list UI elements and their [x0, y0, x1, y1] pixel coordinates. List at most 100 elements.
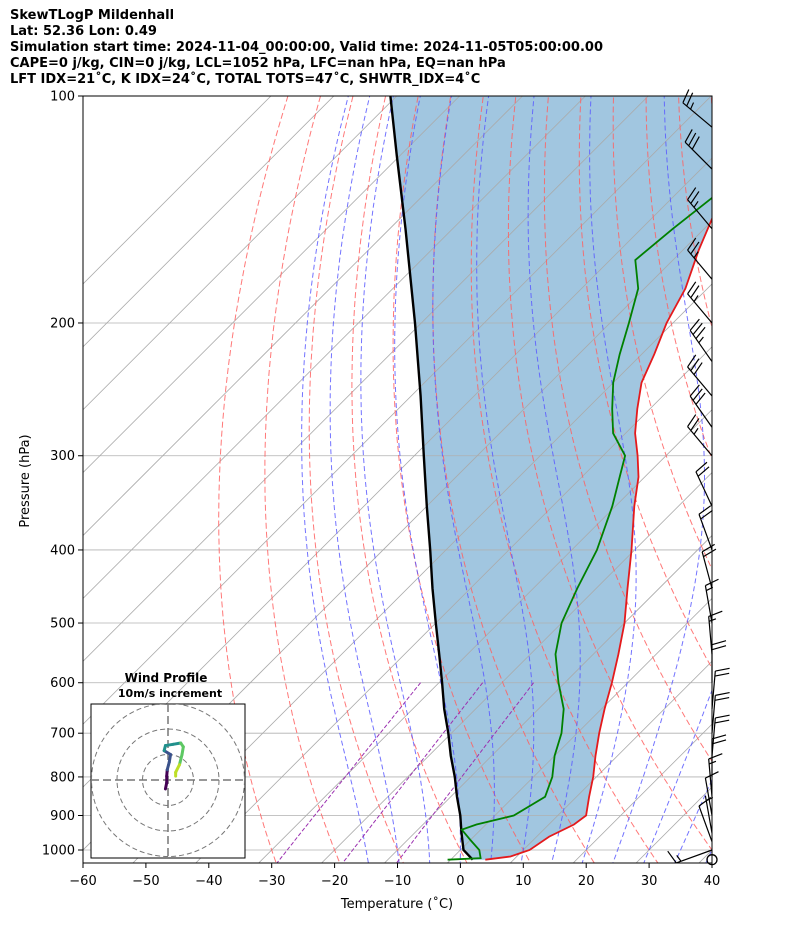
- barb-flag: [687, 354, 697, 368]
- barb-flag: [698, 505, 712, 515]
- barb-shaft: [689, 395, 713, 428]
- isotherm: [83, 96, 712, 725]
- dry-adiabat: [470, 96, 659, 863]
- barb-flag: [691, 136, 700, 150]
- barb-flag: [690, 285, 700, 299]
- dry-adiabat: [308, 96, 404, 863]
- x-tick-label: −40: [195, 874, 222, 889]
- x-tick-label: 10: [515, 874, 532, 889]
- barb-shaft: [698, 514, 713, 551]
- barb-flag: [695, 326, 706, 339]
- wind-barb: [698, 505, 713, 551]
- hodograph-ring: [91, 704, 245, 857]
- barb-flag: [701, 543, 715, 553]
- isotherm: [83, 96, 524, 537]
- barb-flag: [688, 132, 697, 147]
- wind-barb: [687, 237, 713, 280]
- wind-barb: [711, 640, 727, 683]
- wind-barb: [687, 281, 713, 324]
- barb-half-flag: [693, 295, 699, 302]
- barb-flag: [711, 645, 727, 651]
- barb-flag: [686, 92, 694, 107]
- barb-flag: [687, 281, 697, 295]
- wind-barb: [667, 849, 713, 864]
- isotherm: [83, 96, 586, 599]
- isotherm: [83, 96, 649, 662]
- barb-half-flag: [698, 336, 704, 344]
- wind-barb: [684, 129, 713, 170]
- x-tick-label: −30: [258, 874, 285, 889]
- dry-adiabat: [218, 96, 289, 863]
- moist-adiabat: [329, 96, 400, 863]
- barb-shaft: [684, 141, 713, 170]
- barb-shaft: [676, 849, 713, 864]
- moist-adiabat: [674, 778, 712, 863]
- x-tick-label: 20: [578, 874, 595, 889]
- barb-flag: [690, 191, 700, 204]
- isotherm: [132, 283, 712, 863]
- barb-shaft: [711, 717, 716, 756]
- y-tick-label: 600: [50, 676, 75, 691]
- barb-flag: [708, 753, 723, 760]
- barb-flag: [711, 640, 727, 646]
- barb-flag: [703, 548, 717, 558]
- dry-adiabat: [264, 96, 341, 863]
- barb-flag: [687, 187, 697, 200]
- moist-adiabat: [581, 96, 637, 863]
- wind-barb: [711, 691, 730, 734]
- y-tick-label: 800: [50, 770, 75, 785]
- barb-shaft: [698, 805, 713, 842]
- barb-flag: [692, 322, 703, 335]
- barb-shaft: [682, 102, 713, 128]
- y-tick-label: 700: [50, 727, 75, 742]
- barb-flag: [715, 691, 730, 696]
- barb-flag: [714, 719, 730, 724]
- x-tick-label: −20: [321, 874, 348, 889]
- temperature-line: [485, 216, 712, 861]
- barb-half-flag: [676, 855, 682, 862]
- barb-flag: [692, 388, 703, 401]
- y-tick-label: 1000: [42, 844, 75, 859]
- mixing-ratio-line: [276, 682, 421, 863]
- barb-flag: [697, 466, 710, 477]
- mixing-ratio-line: [395, 682, 534, 863]
- barb-shaft: [708, 616, 713, 655]
- wind-barb: [695, 461, 713, 507]
- dry-adiabat: [773, 62, 794, 873]
- barb-flag: [687, 237, 697, 251]
- moist-adiabat: [360, 96, 431, 863]
- barb-shaft: [711, 671, 716, 709]
- dry-adiabat: [741, 62, 794, 873]
- dry-adiabat: [710, 96, 712, 115]
- barb-flag: [687, 414, 697, 427]
- moist-adiabat: [643, 688, 712, 863]
- barb-half-flag: [690, 102, 695, 110]
- barb-flag: [714, 696, 730, 701]
- barb-half-flag: [693, 200, 699, 208]
- barb-flag: [689, 384, 700, 397]
- barb-shaft: [687, 366, 713, 397]
- moist-adiabat: [612, 96, 705, 863]
- wind-barb: [687, 414, 713, 457]
- barb-shaft: [687, 293, 713, 324]
- wind-barb: [687, 354, 713, 397]
- x-tick-label: −60: [69, 874, 96, 889]
- mixing-ratio-line: [342, 682, 484, 863]
- barb-flag: [715, 714, 730, 719]
- y-tick-label: 100: [50, 90, 75, 105]
- barb-flag: [690, 241, 700, 255]
- y-axis-label: Pressure (hPa): [18, 434, 33, 527]
- moist-adiabat: [527, 96, 581, 863]
- y-tick-label: 200: [50, 316, 75, 331]
- location-line: Lat: 52.36 Lon: 0.49: [10, 24, 157, 39]
- wind-barb: [711, 667, 730, 709]
- wind-barb: [701, 543, 717, 589]
- y-tick-label: 500: [50, 617, 75, 632]
- barb-shaft: [701, 551, 713, 589]
- barb-shaft: [704, 795, 713, 834]
- dry-adiabat: [645, 96, 712, 461]
- barb-shaft: [704, 585, 713, 624]
- indices-line: LFT IDX=21˚C, K IDX=24˚C, TOTAL TOTS=47˚…: [10, 72, 481, 87]
- barb-shaft: [708, 758, 713, 797]
